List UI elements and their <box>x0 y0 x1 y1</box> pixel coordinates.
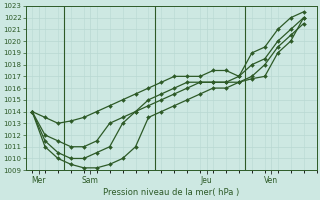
X-axis label: Pression niveau de la mer( hPa ): Pression niveau de la mer( hPa ) <box>103 188 239 197</box>
